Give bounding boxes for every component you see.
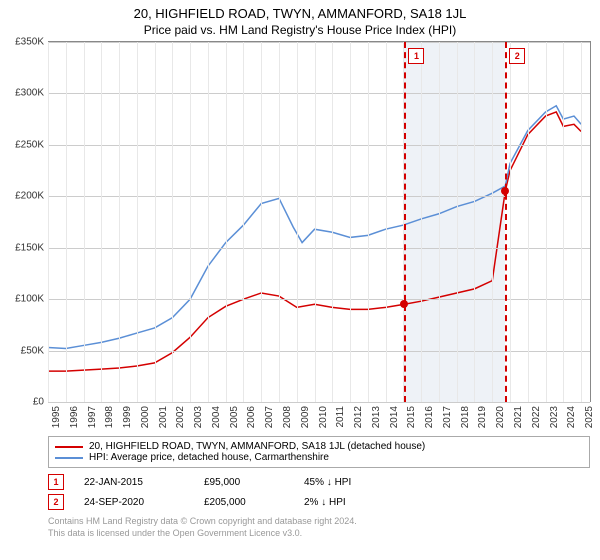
y-tick-label: £50K (0, 345, 44, 356)
x-tick-label: 2022 (531, 406, 542, 428)
sale-price: £95,000 (204, 477, 284, 488)
y-tick-label: £100K (0, 294, 44, 305)
x-tick-label: 2000 (140, 406, 151, 428)
data-point (400, 300, 408, 308)
chart-title: 20, HIGHFIELD ROAD, TWYN, AMMANFORD, SA1… (0, 0, 600, 21)
x-tick-label: 2014 (389, 406, 400, 428)
sale-date: 24-SEP-2020 (84, 497, 184, 508)
sale-price: £205,000 (204, 497, 284, 508)
x-tick-label: 1995 (51, 406, 62, 428)
sales-row: 2 24-SEP-2020 £205,000 2% ↓ HPI (48, 492, 590, 512)
sales-row: 1 22-JAN-2015 £95,000 45% ↓ HPI (48, 472, 590, 492)
marker-badge: 2 (509, 48, 525, 64)
legend: 20, HIGHFIELD ROAD, TWYN, AMMANFORD, SA1… (48, 436, 590, 468)
x-tick-label: 2002 (175, 406, 186, 428)
legend-row: HPI: Average price, detached house, Carm… (55, 452, 583, 463)
plot-svg (48, 42, 590, 402)
x-tick-label: 2011 (335, 406, 346, 428)
x-tick-label: 2017 (442, 406, 453, 428)
x-tick-label: 2016 (424, 406, 435, 428)
y-tick-label: £250K (0, 139, 44, 150)
data-point (501, 187, 509, 195)
x-tick-label: 2020 (495, 406, 506, 428)
x-tick-label: 2021 (513, 406, 524, 428)
chart-container: 20, HIGHFIELD ROAD, TWYN, AMMANFORD, SA1… (0, 0, 600, 560)
x-tick-label: 2025 (584, 406, 595, 428)
legend-swatch (55, 446, 83, 448)
sale-badge: 1 (48, 474, 64, 490)
x-tick-label: 2005 (229, 406, 240, 428)
marker-badge: 1 (408, 48, 424, 64)
x-tick-label: 2003 (193, 406, 204, 428)
sale-badge: 2 (48, 494, 64, 510)
y-tick-label: £300K (0, 88, 44, 99)
legend-label: HPI: Average price, detached house, Carm… (89, 452, 329, 463)
x-tick-label: 2007 (264, 406, 275, 428)
x-tick-label: 1998 (104, 406, 115, 428)
legend-label: 20, HIGHFIELD ROAD, TWYN, AMMANFORD, SA1… (89, 441, 425, 452)
x-tick-label: 2013 (371, 406, 382, 428)
sale-date: 22-JAN-2015 (84, 477, 184, 488)
sale-delta: 2% ↓ HPI (304, 497, 384, 508)
x-tick-label: 1997 (87, 406, 98, 428)
chart-area: £0£50K£100K£150K£200K£250K£300K£350K12 (48, 41, 591, 402)
x-axis: 1995 1996 1997 1998 1999 2000 2001 2002 2003 2004… (48, 402, 590, 432)
x-tick-label: 2024 (566, 406, 577, 428)
sale-delta: 45% ↓ HPI (304, 477, 384, 488)
footer-line: Contains HM Land Registry data © Crown c… (48, 516, 590, 528)
x-tick-label: 2009 (300, 406, 311, 428)
x-tick-label: 2001 (158, 406, 169, 428)
x-tick-label: 2004 (211, 406, 222, 428)
y-tick-label: £150K (0, 242, 44, 253)
footer-line: This data is licensed under the Open Gov… (48, 528, 590, 540)
legend-swatch (55, 457, 83, 459)
y-tick-label: £350K (0, 37, 44, 48)
legend-row: 20, HIGHFIELD ROAD, TWYN, AMMANFORD, SA1… (55, 441, 583, 452)
chart-subtitle: Price paid vs. HM Land Registry's House … (0, 21, 600, 41)
x-tick-label: 2008 (282, 406, 293, 428)
x-tick-label: 1996 (69, 406, 80, 428)
x-tick-label: 2010 (318, 406, 329, 428)
y-tick-label: £0 (0, 397, 44, 408)
x-tick-label: 2015 (406, 406, 417, 428)
footer: Contains HM Land Registry data © Crown c… (48, 516, 590, 539)
x-tick-label: 2018 (460, 406, 471, 428)
x-tick-label: 2023 (549, 406, 560, 428)
x-tick-label: 2006 (246, 406, 257, 428)
y-tick-label: £200K (0, 191, 44, 202)
x-tick-label: 2019 (477, 406, 488, 428)
x-tick-label: 1999 (122, 406, 133, 428)
x-tick-label: 2012 (353, 406, 364, 428)
sales-table: 1 22-JAN-2015 £95,000 45% ↓ HPI 2 24-SEP-2020… (48, 472, 590, 512)
